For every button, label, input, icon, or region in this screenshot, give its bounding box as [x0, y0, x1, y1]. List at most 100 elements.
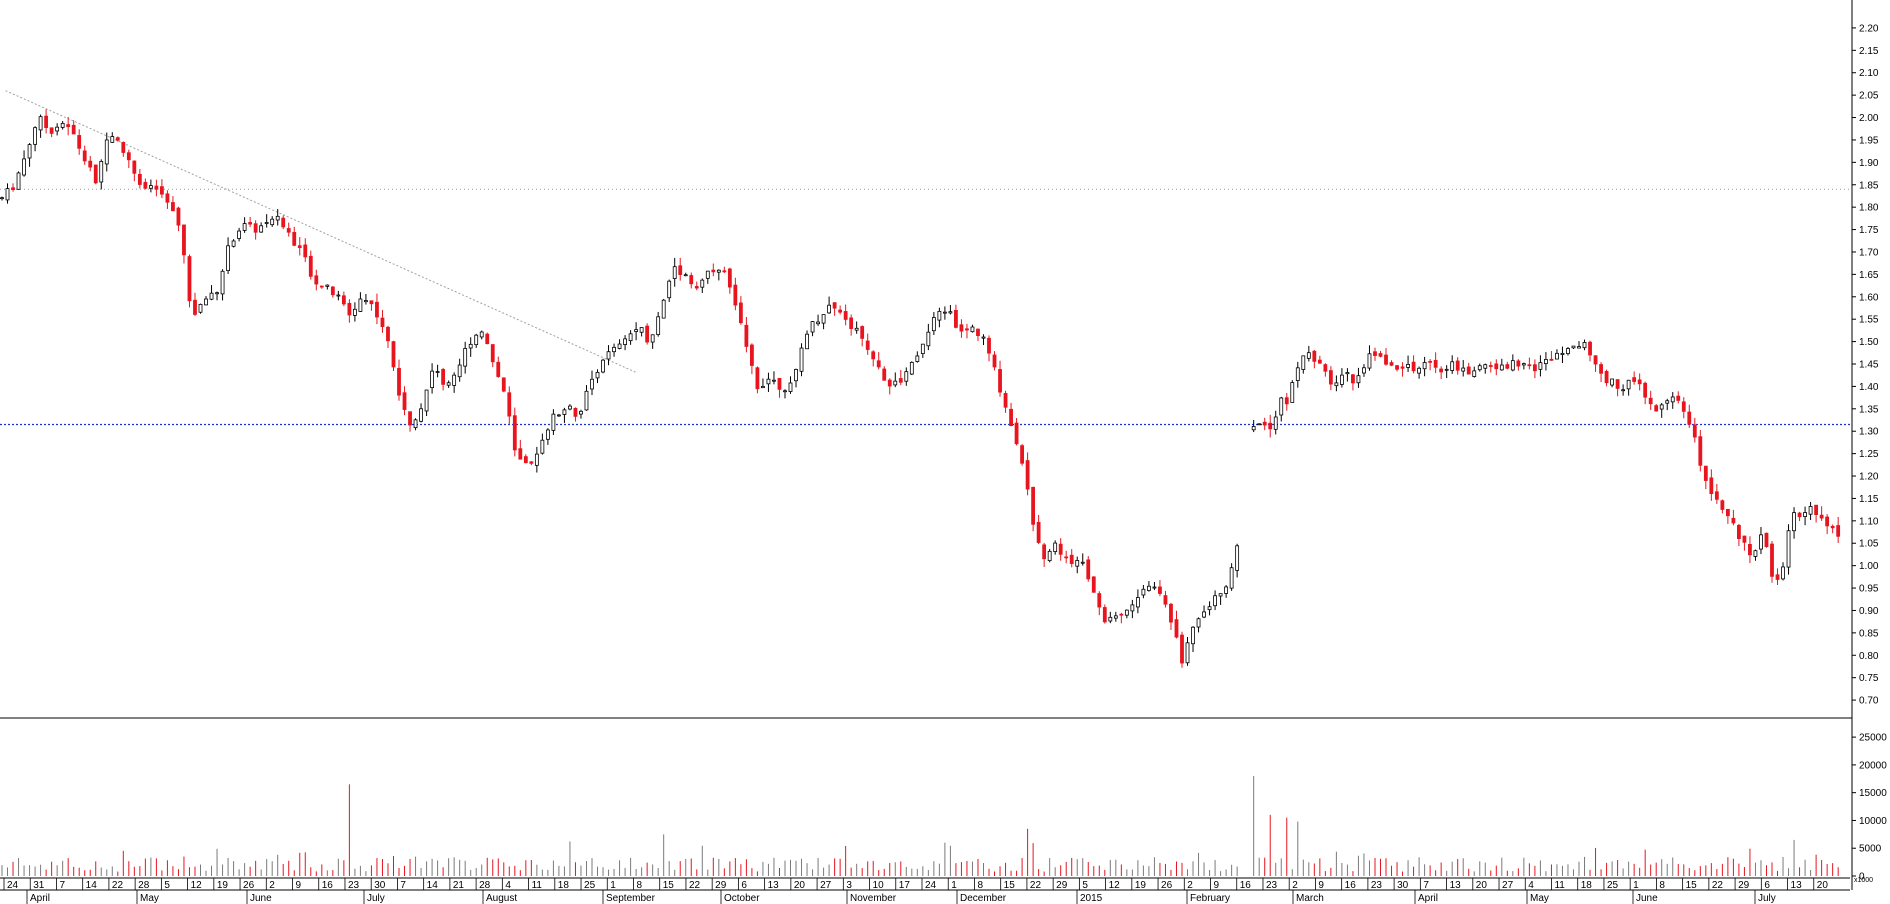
candle-body — [1047, 550, 1052, 562]
candle-body — [352, 308, 357, 316]
candle-body — [176, 207, 181, 226]
candle-body — [496, 361, 501, 377]
candle-body — [523, 456, 528, 464]
date-tick-label: 11 — [1554, 880, 1565, 891]
price-tick-label: 1.50 — [1859, 337, 1879, 348]
candle-body — [187, 256, 192, 302]
candle-body — [104, 139, 109, 165]
candle-body — [193, 299, 197, 315]
candle-body — [893, 380, 898, 386]
candle-body — [1792, 512, 1796, 532]
candle-body — [1637, 379, 1642, 385]
candle-body — [1400, 366, 1405, 369]
month-tick-label: April — [30, 893, 50, 904]
candle-body — [816, 321, 820, 325]
date-tick-label: 2 — [1187, 880, 1193, 891]
month-tick-label: 2015 — [1080, 893, 1103, 904]
candle-body — [761, 385, 765, 389]
candle-body — [623, 338, 627, 345]
candle-body — [1119, 613, 1124, 616]
date-tick-label: 31 — [33, 880, 45, 891]
candle-body — [1069, 554, 1074, 564]
candle-body — [783, 390, 787, 393]
candle-body — [1439, 368, 1444, 373]
candle-body — [38, 116, 43, 131]
candle-body — [99, 160, 104, 183]
candle-body — [270, 218, 275, 226]
candle-body — [909, 361, 914, 375]
candle-body — [1483, 364, 1488, 369]
candle-body — [876, 360, 881, 368]
candle-body — [27, 144, 32, 159]
date-tick-label: 5 — [164, 880, 170, 891]
candle-body — [325, 284, 330, 287]
candle-body — [672, 266, 677, 279]
candle-body — [766, 378, 771, 385]
candle-body — [132, 160, 137, 174]
candle-body — [931, 317, 936, 332]
candle-body — [82, 150, 87, 162]
candle-body — [1152, 586, 1157, 589]
price-tick-label: 1.20 — [1859, 472, 1879, 483]
candle-body — [534, 453, 539, 466]
candle-body — [1009, 408, 1013, 426]
candle-body — [474, 334, 479, 346]
candle-body — [1433, 359, 1438, 368]
candle-body — [33, 127, 37, 145]
date-tick-label: 1 — [1633, 880, 1639, 891]
candle-body — [568, 405, 572, 410]
date-axis: 24 31 7 14 22 28 5 12 19 26 2 9 16 23 30 7 14 21 28 4 11 18 25… — [0, 877, 1850, 904]
candle-body — [1466, 366, 1471, 375]
date-tick-label: 26 — [243, 880, 255, 891]
date-tick-label: 15 — [1686, 880, 1698, 891]
candle-body — [1759, 534, 1763, 550]
candle-body — [898, 378, 903, 383]
candle-body — [110, 136, 115, 143]
candle-body — [1455, 360, 1460, 371]
candle-body — [639, 327, 644, 333]
candle-body — [391, 341, 396, 368]
horizontal-lines — [0, 188, 1850, 426]
candle-body — [479, 331, 484, 338]
price-tick-label: 0.70 — [1859, 696, 1879, 707]
candle-body — [314, 275, 319, 285]
candle-body — [1091, 576, 1096, 593]
volume-tick-label: 25000 — [1859, 733, 1887, 744]
candle-body — [738, 302, 743, 324]
date-tick-label: 8 — [977, 880, 983, 891]
candle-body — [821, 314, 826, 324]
candle-body — [1025, 460, 1030, 490]
candle-body — [948, 311, 953, 314]
candle-body — [1599, 364, 1603, 374]
candle-body — [1036, 521, 1041, 543]
candle-body — [954, 310, 958, 328]
candle-body — [1158, 586, 1162, 594]
candle-body — [1494, 363, 1499, 370]
candle-body — [1814, 504, 1819, 516]
candle-body — [1014, 422, 1019, 445]
candle-body — [292, 232, 297, 246]
candle-body — [838, 309, 843, 313]
candle-body — [1202, 611, 1206, 618]
candle-body — [711, 269, 716, 273]
date-tick-label: 13 — [1450, 880, 1462, 891]
candle-body — [1417, 367, 1421, 374]
candle-body — [11, 187, 15, 191]
date-tick-label: 5 — [1082, 880, 1088, 891]
candle-body — [551, 413, 556, 431]
month-tick-label: September — [606, 893, 656, 904]
candle-body — [727, 268, 732, 288]
candle-body — [364, 300, 368, 303]
candle-body — [1251, 426, 1256, 431]
candle-body — [485, 333, 490, 345]
candle-body — [16, 172, 21, 190]
candle-body — [1086, 559, 1091, 580]
candle-body — [457, 364, 462, 378]
candle-body — [976, 328, 980, 336]
candle-body — [1306, 352, 1311, 359]
volume-tick-label: 15000 — [1859, 788, 1887, 799]
candle-body — [1351, 374, 1355, 384]
date-tick-label: 18 — [1581, 880, 1593, 891]
